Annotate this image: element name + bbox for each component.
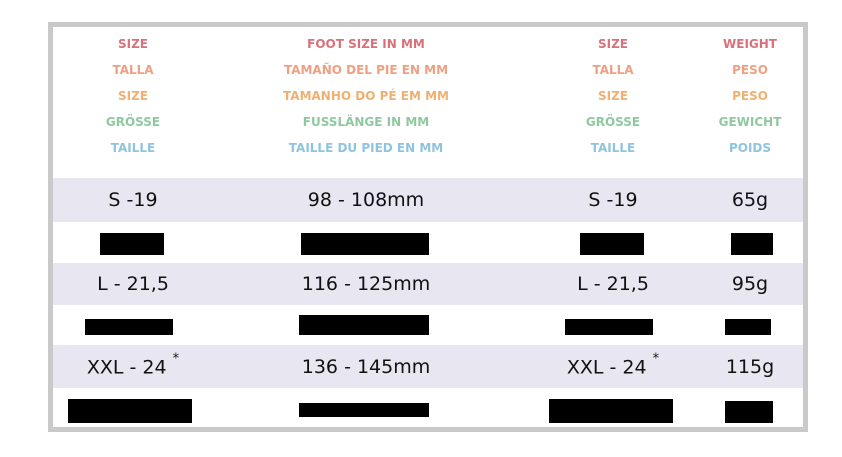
size-text: XXL - 24 <box>566 356 647 379</box>
cell-text: 65g <box>731 189 769 211</box>
redacted <box>725 319 771 335</box>
redacted <box>549 399 673 423</box>
size-text: XXL - 24 <box>86 356 167 379</box>
header-text: TAMAÑO DEL PIE EN MM <box>283 63 449 77</box>
cell-text: 116 - 125mm <box>301 273 431 295</box>
footnote-mark: * <box>652 351 660 367</box>
redacted <box>565 319 653 335</box>
redacted <box>85 319 173 335</box>
footnote-mark: * <box>172 351 180 367</box>
header-text: TAMANHO DO PÉ EM MM <box>283 89 449 103</box>
redacted <box>299 315 429 335</box>
table: SIZE FOOT SIZE IN MM SIZE WEIGHT TALLA TAMAÑO… <box>48 22 808 432</box>
header-text: TAILLE DU PIED EN MM <box>288 141 444 155</box>
header-text: SIZE <box>117 37 149 51</box>
header-text: FUSSLÄNGE IN MM <box>302 115 430 129</box>
redacted <box>580 233 644 255</box>
header-text: PESO <box>732 89 768 103</box>
cell-text: 95g <box>731 273 769 295</box>
header-text: TAILLE <box>590 141 636 155</box>
row-band <box>53 263 803 305</box>
redacted <box>731 233 773 255</box>
cell-text: XXL - 24 * <box>566 351 659 379</box>
row-band <box>53 178 803 222</box>
header-text: TALLA <box>592 63 634 77</box>
header-text: GRÖSSE <box>105 115 161 129</box>
redacted <box>725 401 773 423</box>
cell-text: L - 21,5 <box>577 273 649 295</box>
cell-text: 115g <box>725 356 775 378</box>
header-text: TAILLE <box>110 141 156 155</box>
redacted <box>299 403 429 417</box>
redacted <box>301 233 429 255</box>
cell-text: 136 - 145mm <box>301 356 431 378</box>
header-text: SIZE <box>117 89 149 103</box>
redacted <box>68 399 192 423</box>
redacted <box>100 233 164 255</box>
row-band <box>53 345 803 388</box>
cell-text: S -19 <box>108 189 158 211</box>
cell-text: XXL - 24 * <box>86 351 179 379</box>
header-text: TALLA <box>112 63 154 77</box>
header-text: PESO <box>732 63 768 77</box>
cell-text: 98 - 108mm <box>307 189 425 211</box>
cell-text: L - 21,5 <box>97 273 169 295</box>
cell-text: S -19 <box>588 189 638 211</box>
header-text: POIDS <box>728 141 772 155</box>
header-text: GRÖSSE <box>585 115 641 129</box>
header-text: SIZE <box>597 37 629 51</box>
header-text: WEIGHT <box>723 37 777 51</box>
header-text: FOOT SIZE IN MM <box>307 37 425 51</box>
header-text: SIZE <box>597 89 629 103</box>
header-text: GEWICHT <box>718 115 782 129</box>
